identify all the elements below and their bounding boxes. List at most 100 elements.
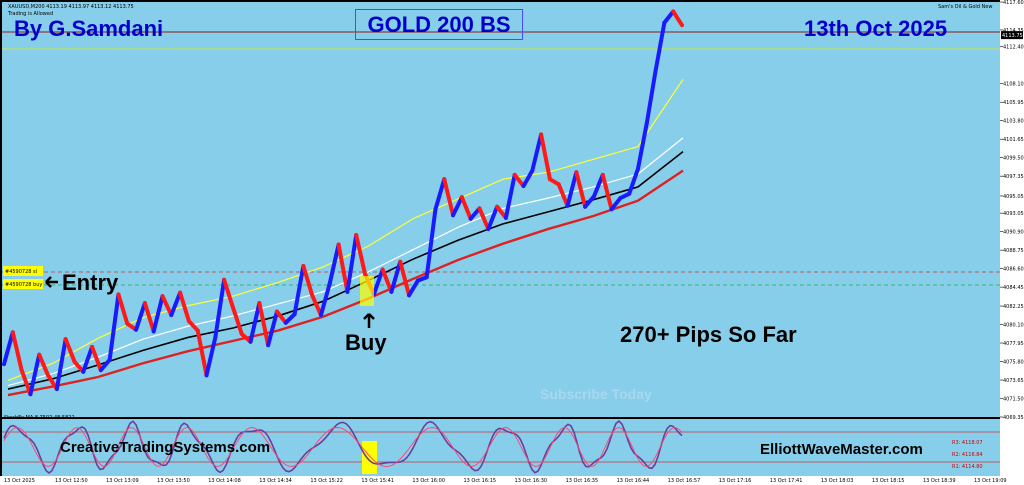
price-segment <box>310 293 323 318</box>
time-axis-panel <box>0 476 1024 485</box>
oscillator-level-r2: R2: 4116.84 <box>952 452 983 458</box>
oscillator-line <box>3 419 683 474</box>
price-segment <box>398 259 412 298</box>
price-segment <box>195 328 209 378</box>
y-tick-label: 4112.40 <box>1003 45 1024 51</box>
y-tick-label: 4097.35 <box>1003 174 1024 180</box>
price-segment <box>116 292 130 326</box>
trading-status: Trading is Allowed <box>8 11 54 17</box>
price-segment <box>565 170 579 208</box>
y-tick-label: 4084.45 <box>1003 285 1024 291</box>
x-tick-label: 13 Oct 19:09 <box>974 478 1007 484</box>
oscillator-level-r3: R3: 4118.07 <box>952 440 983 446</box>
price-segment <box>451 195 464 218</box>
price-segment <box>134 301 147 332</box>
x-tick-label: 13 Oct 16:30 <box>515 478 548 484</box>
price-segment <box>19 368 33 397</box>
entry-arrow-icon <box>45 276 58 288</box>
price-segment <box>98 357 112 373</box>
entry-label: Entry <box>62 270 119 295</box>
price-segment <box>222 277 235 310</box>
price-segment <box>600 172 614 212</box>
price-segment <box>477 206 491 232</box>
price-segment <box>266 309 279 348</box>
y-tick-label: 4114.35 <box>1003 28 1024 34</box>
oscillator-label: StochFx MA 8.7502 48.5822 <box>4 415 75 421</box>
date-title: 13th Oct 2025 <box>804 16 948 41</box>
y-tick-label: 4082.25 <box>1003 304 1024 310</box>
price-segment <box>503 172 517 220</box>
current-price-label: 4113.75 <box>1002 33 1023 39</box>
price-segment <box>530 132 544 173</box>
y-tick-label: 4105.95 <box>1003 100 1024 106</box>
price-segment <box>318 281 332 318</box>
price-segment <box>389 259 403 294</box>
y-tick-label: 4090.90 <box>1003 230 1024 236</box>
price-segment <box>81 344 95 374</box>
price-segment <box>178 290 191 324</box>
x-tick-label: 13 Oct 15:41 <box>361 478 394 484</box>
price-segment <box>627 166 640 196</box>
y-tick-label: 4095.05 <box>1003 194 1024 200</box>
x-tick-label: 13 Oct 12:50 <box>55 478 88 484</box>
price-segment <box>274 309 288 325</box>
y-tick-label: 4071.50 <box>1003 397 1024 403</box>
x-tick-label: 13 Oct 16:44 <box>617 478 650 484</box>
y-tick-label: 4103.80 <box>1003 119 1024 125</box>
moving-average-line <box>7 169 684 397</box>
moving-average-line <box>7 79 684 382</box>
price-segment <box>371 267 385 297</box>
order-tag <box>3 266 43 276</box>
price-segment <box>521 168 535 189</box>
y-tick-label: 4086.60 <box>1003 267 1024 273</box>
price-segment <box>301 264 315 298</box>
x-tick-label: 13 Oct 13:50 <box>157 478 190 484</box>
price-segment <box>433 177 447 212</box>
y-tick-label: 4069.35 <box>1003 415 1024 421</box>
site-right-label: ElliottWaveMaster.com <box>760 441 923 458</box>
price-segment <box>283 312 297 325</box>
current-price-box <box>1001 31 1023 40</box>
subscribe-watermark: Subscribe Today <box>540 386 652 402</box>
x-tick-label: 13 Oct 18:15 <box>872 478 905 484</box>
order-tag-label: #4590728 buy <box>5 282 42 288</box>
price-segment <box>204 335 218 378</box>
y-tick-label: 4073.65 <box>1003 378 1024 384</box>
x-tick-label: 13 Oct 18:03 <box>821 478 854 484</box>
oscillator-signal-line <box>3 427 683 467</box>
price-segment <box>609 196 623 212</box>
x-tick-label: 13 Oct 2025 <box>4 478 35 484</box>
y-tick-label: 4101.65 <box>1003 137 1024 143</box>
symbol-info: XAUUSD,M200 4113.19 4113.97 4113.12 4113… <box>8 4 134 10</box>
x-tick-label: 13 Oct 16:00 <box>412 478 445 484</box>
x-tick-label: 13 Oct 14:34 <box>259 478 292 484</box>
site-left-label: CreativeTradingSystems.com <box>60 439 271 456</box>
price-segment <box>345 233 359 294</box>
y-tick-label: 4093.05 <box>1003 211 1024 217</box>
price-segment <box>662 9 676 25</box>
price-segment <box>10 330 24 373</box>
y-tick-label: 4075.80 <box>1003 360 1024 366</box>
price-segment <box>583 194 596 209</box>
price-segment <box>574 170 588 209</box>
x-tick-label: 13 Oct 15:22 <box>310 478 343 484</box>
price-segment <box>186 319 200 333</box>
price-segment <box>142 301 156 334</box>
price-segment <box>380 267 394 294</box>
broker-label: Sam's Oil & Gold New <box>938 4 993 10</box>
price-segment <box>2 330 15 367</box>
price-segment <box>292 264 306 317</box>
price-segment <box>248 301 262 344</box>
price-segment <box>169 290 183 318</box>
x-tick-label: 13 Oct 13:09 <box>106 478 139 484</box>
y-tick-label: 4080.10 <box>1003 323 1024 329</box>
x-tick-label: 13 Oct 16:35 <box>566 478 599 484</box>
x-tick-label: 13 Oct 16:57 <box>668 478 701 484</box>
buy-arrow-icon <box>363 313 375 328</box>
price-segment <box>424 207 438 280</box>
price-axis-panel <box>1000 0 1024 485</box>
price-segment <box>671 9 684 28</box>
order-tag <box>3 279 43 289</box>
